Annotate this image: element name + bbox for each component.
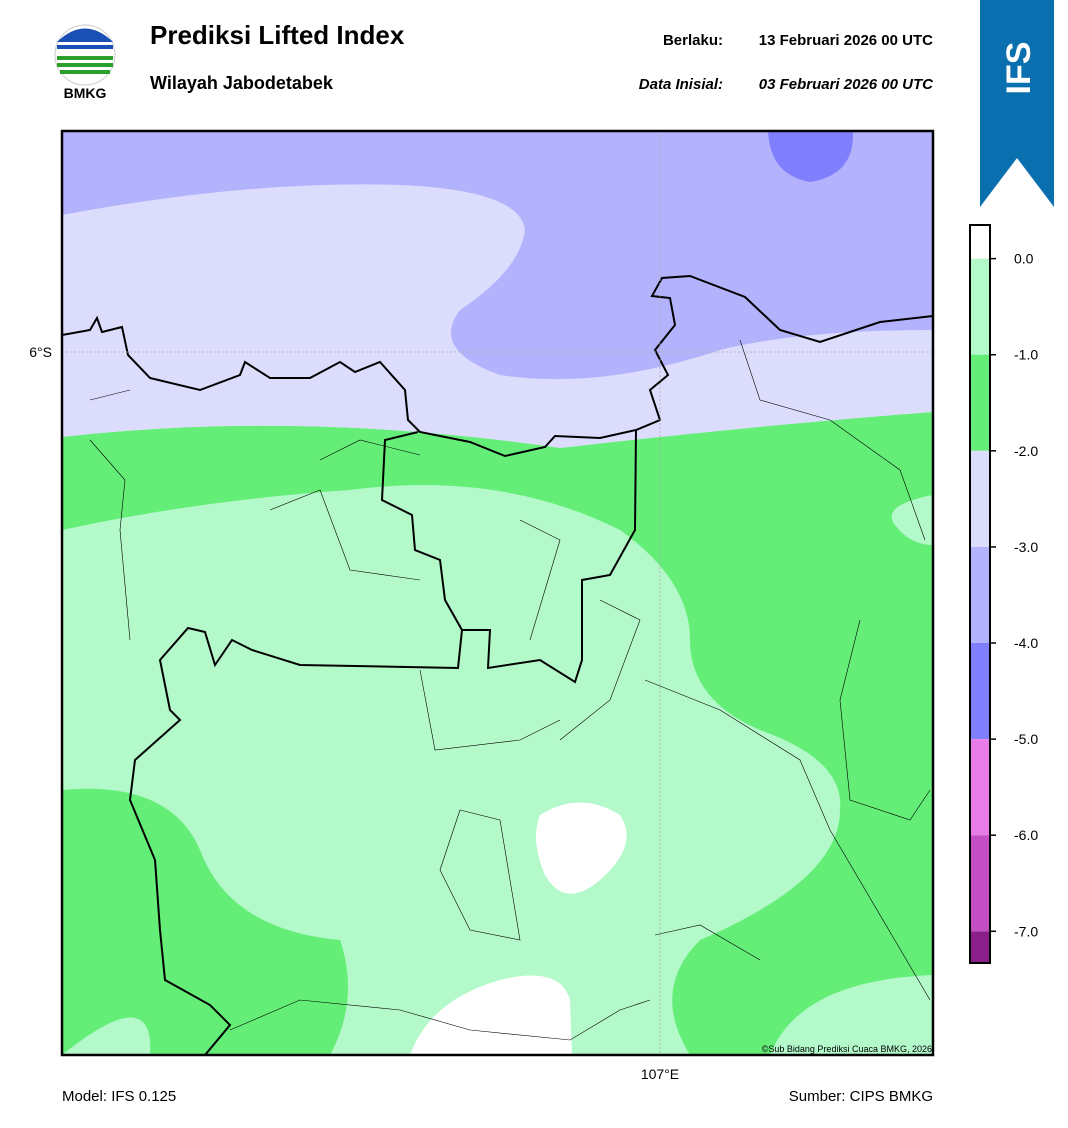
colorbar-segment: [970, 739, 990, 836]
colorbar-segment: [970, 643, 990, 740]
colorbar-segment: [970, 225, 990, 259]
colorbar-tick-label: -2.0: [1014, 443, 1038, 459]
badge: [980, 0, 1054, 207]
subtitle: Wilayah Jabodetabek: [150, 73, 334, 93]
title: Prediksi Lifted Index: [150, 20, 405, 50]
colorbar-tick-label: -7.0: [1014, 923, 1038, 939]
map-frame: [60, 129, 935, 1057]
init-label: Data Inisial:: [639, 76, 723, 93]
colorbar-segment: [970, 931, 990, 963]
lat-label: 6°S: [29, 344, 52, 360]
logo-text: BMKG: [64, 85, 107, 101]
colorbar: 0.0 -1.0 -2.0 -3.0 -4.0 -5.0 -6.0 -7.0: [969, 224, 1038, 964]
colorbar-tick-label: -1.0: [1014, 347, 1038, 363]
colorbar-segment: [970, 354, 990, 451]
source-label: Sumber: CIPS BMKG: [789, 1088, 933, 1105]
colorbar-tick-label: -4.0: [1014, 635, 1038, 651]
colorbar-tick-label: -6.0: [1014, 827, 1038, 843]
lon-label: 107°E: [641, 1066, 679, 1082]
init-time: 03 Februari 2026 00 UTC: [759, 76, 934, 93]
colorbar-tick-label: -3.0: [1014, 539, 1038, 555]
copyright: ©Sub Bidang Prediksi Cuaca BMKG, 2026: [762, 1044, 932, 1054]
colorbar-tick-label: 0.0: [1014, 251, 1034, 267]
colorbar-segment: [970, 258, 990, 355]
valid-label: Berlaku:: [663, 32, 723, 49]
colorbar-segment: [970, 835, 990, 932]
bmkg-logo: BMKG: [54, 24, 116, 101]
colorbar-frame: [969, 224, 991, 964]
model-label: Model: IFS 0.125: [62, 1088, 176, 1105]
map-fields: [62, 131, 933, 1055]
badge-text: IFS: [1000, 42, 1038, 95]
colorbar-segment: [970, 546, 990, 644]
colorbar-tick-label: -5.0: [1014, 731, 1038, 747]
valid-time: 13 Februari 2026 00 UTC: [759, 32, 933, 49]
colorbar-segment: [970, 450, 990, 547]
